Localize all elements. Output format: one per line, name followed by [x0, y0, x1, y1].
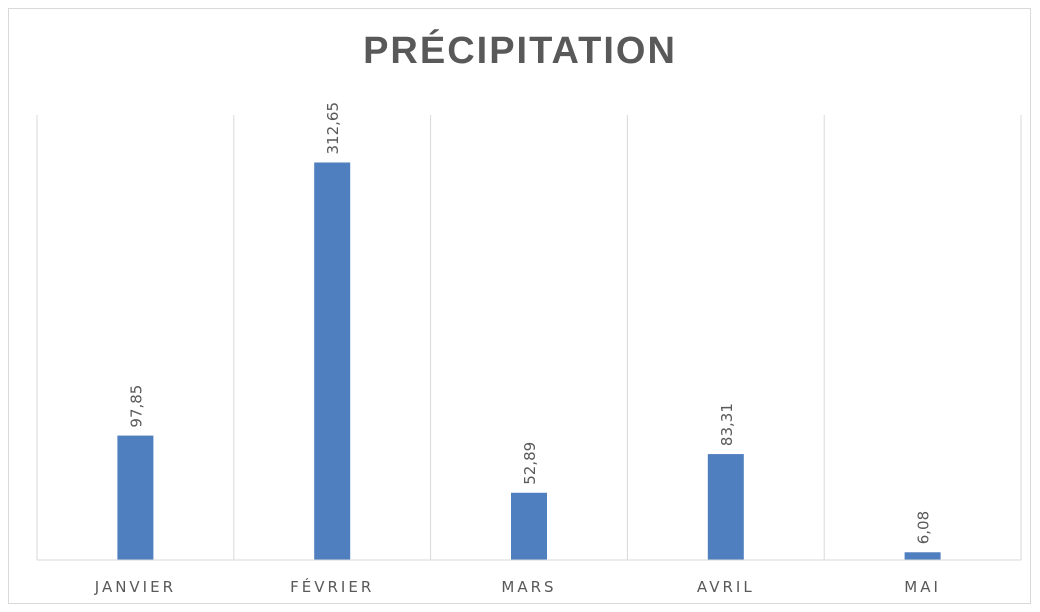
data-label: 97,85	[127, 385, 145, 428]
data-label: 52,89	[521, 442, 539, 485]
category-label: JANVIER	[94, 578, 176, 596]
bar-series	[117, 162, 941, 560]
bar-4	[707, 454, 744, 560]
chart-title: PRÉCIPITATION	[363, 30, 677, 72]
bar-1	[117, 435, 154, 560]
data-label: 83,31	[718, 403, 736, 446]
category-label: AVRIL	[697, 578, 755, 596]
data-label: 312,65	[324, 102, 342, 155]
data-label: 6,08	[915, 511, 933, 544]
data-labels: 97,85 312,65 52,89 83,31 6,08	[127, 102, 932, 544]
category-label: MAI	[904, 578, 941, 596]
bar-2	[314, 162, 351, 560]
grid-lines	[36, 115, 1022, 560]
category-axis-labels: JANVIER FÉVRIER MARS AVRIL MAI	[94, 577, 941, 596]
category-label: FÉVRIER	[290, 577, 374, 596]
bar-3	[511, 492, 547, 560]
category-label: MARS	[501, 578, 556, 596]
bar-5	[904, 552, 941, 560]
